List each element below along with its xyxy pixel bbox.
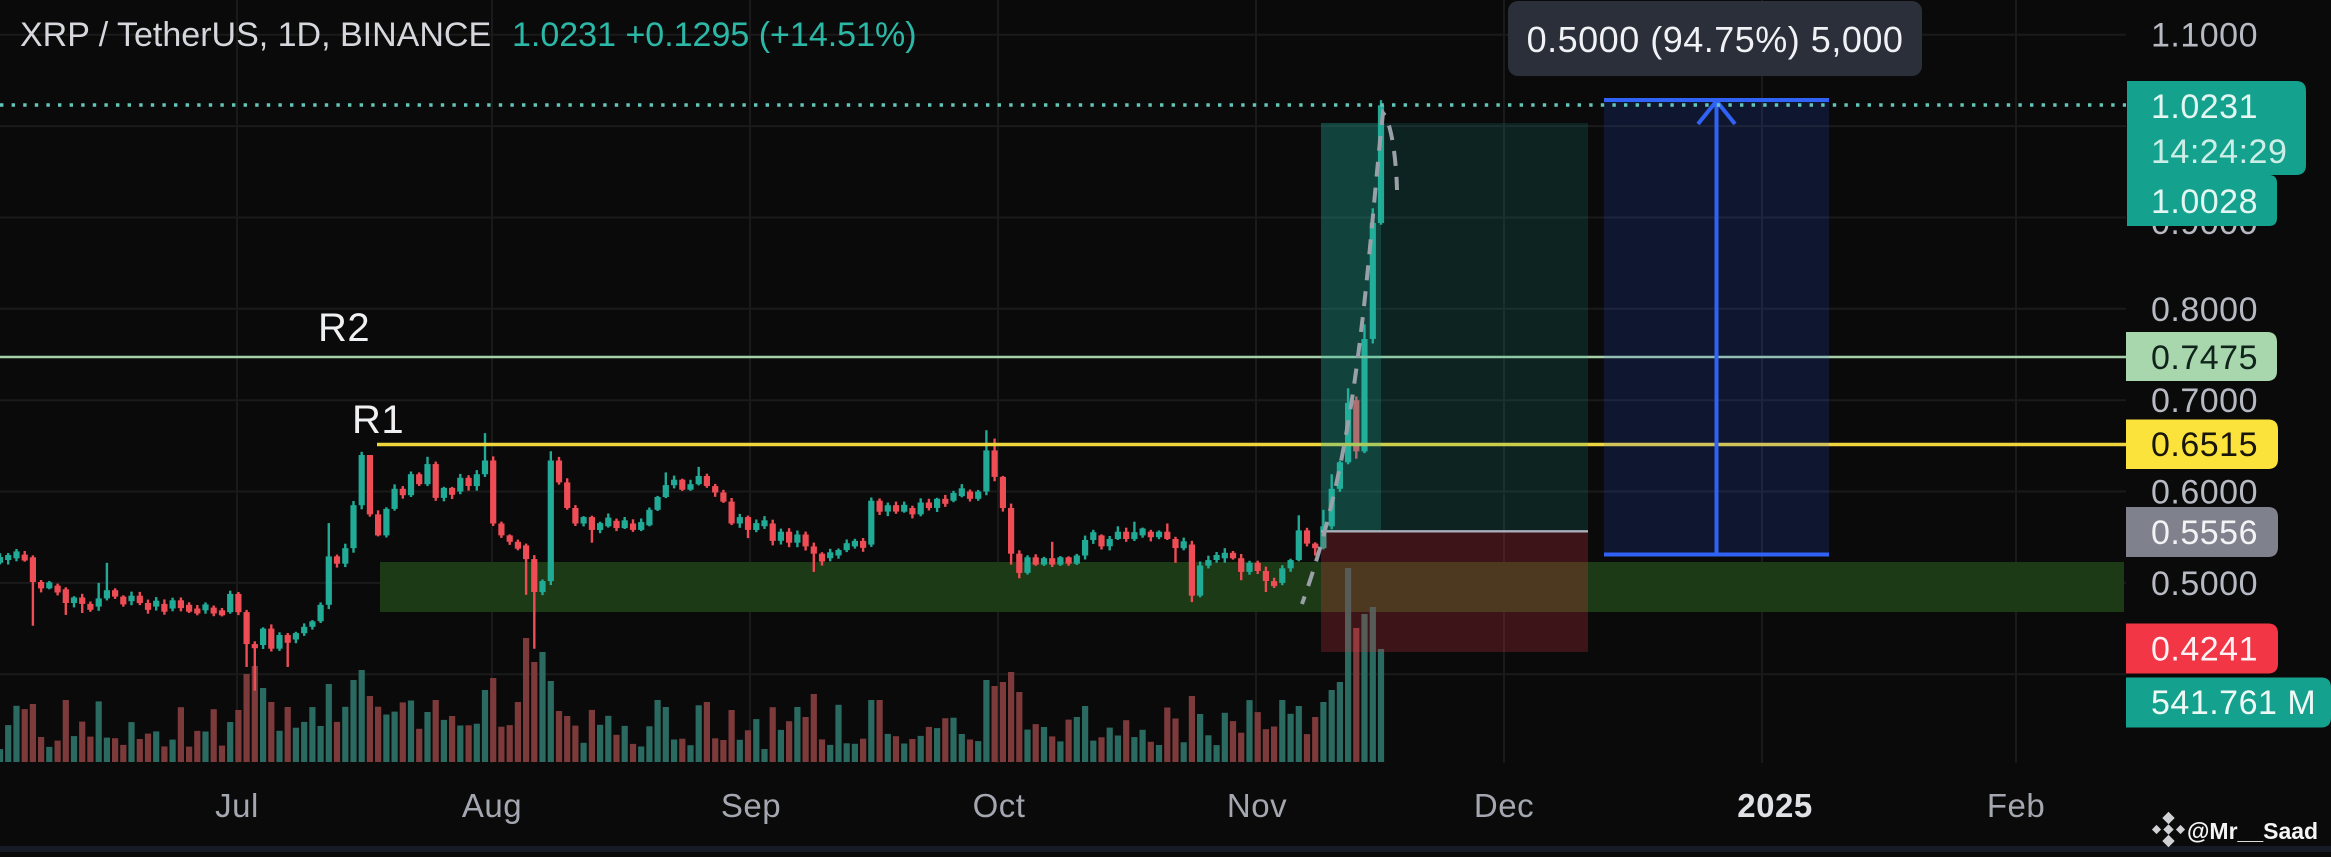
svg-text:0.8000: 0.8000	[2151, 291, 2258, 329]
svg-text:@Mr__Saad: @Mr__Saad	[2187, 818, 2318, 844]
svg-text:2025: 2025	[1737, 787, 1812, 824]
svg-text:Sep: Sep	[721, 787, 781, 824]
svg-text:1.0231 +0.1295 (+14.51%): 1.0231 +0.1295 (+14.51%)	[512, 16, 917, 54]
svg-text:0.5000 (94.75%) 5,000: 0.5000 (94.75%) 5,000	[1527, 19, 1904, 60]
svg-text:1.0231: 1.0231	[2151, 88, 2258, 126]
svg-text:0.5000: 0.5000	[2151, 565, 2258, 603]
svg-text:Aug: Aug	[462, 787, 522, 824]
svg-text:Nov: Nov	[1227, 787, 1287, 824]
svg-text:Dec: Dec	[1474, 787, 1534, 824]
svg-text:R2: R2	[318, 306, 370, 350]
svg-text:Oct: Oct	[973, 787, 1026, 824]
svg-text:R1: R1	[352, 398, 404, 442]
svg-text:541.761 M: 541.761 M	[2151, 684, 2316, 722]
svg-text:14:24:29: 14:24:29	[2151, 133, 2287, 171]
svg-text:0.4241: 0.4241	[2151, 631, 2258, 669]
svg-text:1.1000: 1.1000	[2151, 17, 2258, 55]
svg-text:XRP / TetherUS, 1D, BINANCE: XRP / TetherUS, 1D, BINANCE	[20, 16, 491, 54]
svg-text:Jul: Jul	[215, 787, 259, 824]
svg-text:0.6000: 0.6000	[2151, 474, 2258, 512]
svg-text:0.7000: 0.7000	[2151, 382, 2258, 420]
svg-text:0.6515: 0.6515	[2151, 426, 2258, 464]
svg-text:Feb: Feb	[1987, 787, 2045, 824]
svg-text:0.7475: 0.7475	[2151, 339, 2258, 377]
svg-text:1.0028: 1.0028	[2151, 183, 2258, 221]
svg-text:0.5556: 0.5556	[2151, 514, 2258, 552]
